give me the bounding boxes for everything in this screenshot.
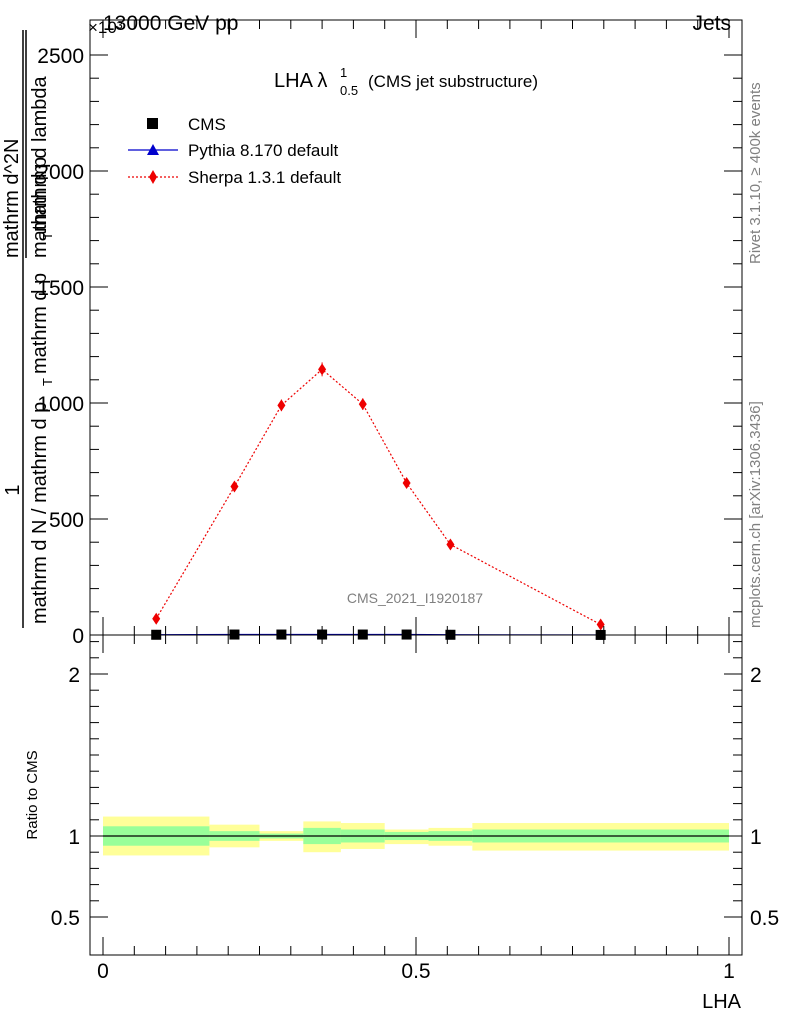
plot-title: LHA λ 1 0.5 (CMS jet substructure) <box>274 65 538 98</box>
main-axes: 0 500 1000 1500 2000 2500 <box>37 45 742 648</box>
main-plot-frame <box>89 19 743 636</box>
legend-pythia-marker <box>147 144 159 155</box>
ratio-y-tick-label-right: 2 <box>750 664 762 687</box>
jets-label: Jets <box>692 12 731 35</box>
ratio-y-tick-label: 2 <box>68 664 80 687</box>
rivet-label: Rivet 3.1.10, ≥ 400k events <box>747 82 764 264</box>
main-y-axis-label: 1 mathrm d^2N mathrm d p T mathrm d lamb… <box>1 30 55 628</box>
sherpa-point <box>402 477 411 490</box>
y-exponent: ×10³ <box>88 18 123 37</box>
legend-cms-label: CMS <box>188 115 226 134</box>
ratio-axes: 0.5 0.5 1 1 2 2 <box>51 641 779 930</box>
x-axis: 0 0.5 1 <box>97 20 735 983</box>
sherpa-line <box>155 368 601 626</box>
main-y-tick-label: 0 <box>72 625 84 648</box>
ylabel-denominator-c: mathrm d lambda <box>29 76 51 232</box>
legend: CMS Pythia 8.170 default Sherpa 1.3.1 de… <box>128 115 341 187</box>
ratio-y-tick-label: 1 <box>68 826 80 849</box>
main-y-tick-label: 500 <box>49 509 84 532</box>
ylabel-t-sub-b: T <box>40 378 55 386</box>
title-subscript: 0.5 <box>340 83 358 98</box>
legend-sherpa-label: Sherpa 1.3.1 default <box>188 168 341 187</box>
ylabel-d2n: mathrm d^2N <box>1 139 23 258</box>
x-tick-label: 0 <box>97 960 109 983</box>
ratio-y-tick-label-right: 1 <box>750 826 762 849</box>
x-tick-label: 1 <box>723 960 735 983</box>
mcplots-label: mcplots.cern.ch [arXiv:1306.3436] <box>747 401 764 628</box>
ratio-plot-frame <box>89 634 743 956</box>
ylabel-denominator-b: mathrm d p <box>29 273 51 374</box>
title-main: LHA λ <box>274 70 327 92</box>
sherpa-point <box>446 538 455 551</box>
analysis-tag: CMS_2021_I1920187 <box>347 590 483 606</box>
x-tick-label: 0.5 <box>401 960 430 983</box>
sherpa-point <box>358 398 367 411</box>
ratio-y-axis-label: Ratio to CMS <box>24 750 41 839</box>
x-axis-label: LHA <box>702 991 742 1013</box>
main-y-tick-label: 1500 <box>37 277 84 300</box>
ylabel-denominator-main: mathrm d N / mathrm d p <box>29 402 51 624</box>
sherpa-point <box>230 480 239 493</box>
main-y-tick-label: 2500 <box>37 45 84 68</box>
ratio-y-tick-label: 0.5 <box>51 907 80 930</box>
main-y-tick-label: 1000 <box>37 393 84 416</box>
sherpa-point <box>318 363 327 376</box>
energy-label: 13000 GeV pp <box>103 12 238 35</box>
legend-pythia-label: Pythia 8.170 default <box>188 141 339 160</box>
ylabel-t-sub-a: T <box>40 232 55 240</box>
ratio-y-tick-label-right: 0.5 <box>750 907 779 930</box>
title-rest: (CMS jet substructure) <box>368 72 538 91</box>
legend-cms-marker <box>147 118 158 129</box>
main-y-tick-label: 2000 <box>37 161 84 184</box>
sherpa-point <box>152 612 161 625</box>
ylabel-denominator-a: mathrm d p <box>29 157 51 258</box>
sherpa-point <box>596 618 605 631</box>
sherpa-point <box>277 399 286 412</box>
legend-sherpa-marker <box>149 170 157 184</box>
ylabel-numerator-one: 1 <box>2 484 24 495</box>
title-superscript: 1 <box>340 65 347 80</box>
